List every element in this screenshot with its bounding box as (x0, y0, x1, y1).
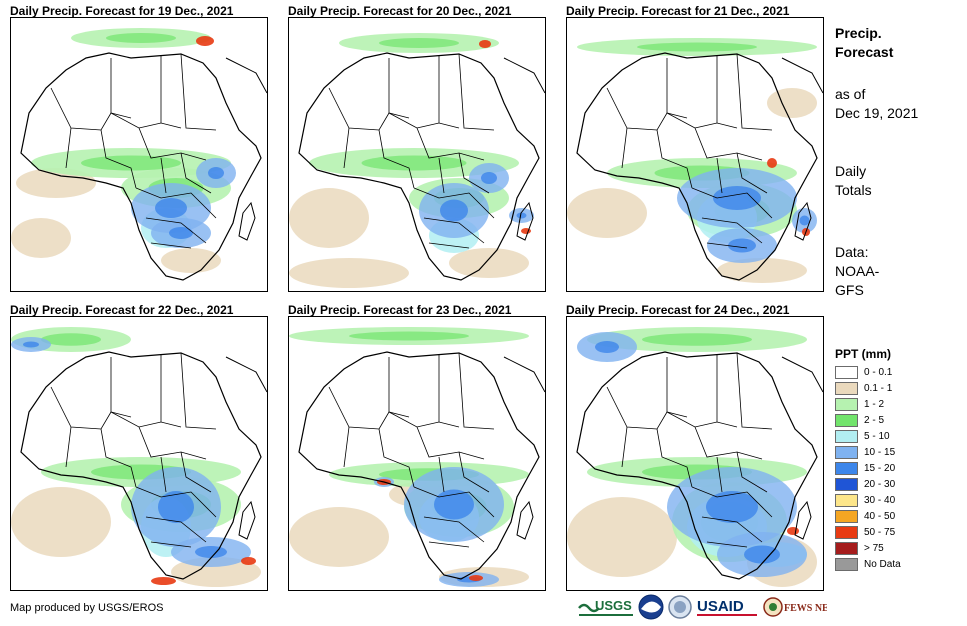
legend-item: 40 - 50 (835, 509, 955, 525)
legend-item: 0 - 0.1 (835, 365, 955, 381)
legend-swatch (835, 462, 858, 475)
legend-swatch (835, 382, 858, 395)
africa-outline (20, 52, 262, 281)
precip-map-svg (289, 327, 545, 587)
precip-map (288, 316, 546, 591)
forecast-title-line1: Precip. (835, 25, 882, 41)
legend-label: 40 - 50 (864, 511, 896, 522)
legend-swatch (835, 430, 858, 443)
legend-label: 0.1 - 1 (864, 383, 893, 394)
precip-map (10, 17, 268, 292)
legend-label: 10 - 15 (864, 447, 896, 458)
map-panel-22-dec: Daily Precip. Forecast for 22 Dec., 2021 (10, 303, 268, 593)
panel-title: Daily Precip. Forecast for 19 Dec., 2021 (10, 4, 234, 18)
map-panel-19-dec: Daily Precip. Forecast for 19 Dec., 2021 (10, 4, 268, 294)
legend-item: 10 - 15 (835, 445, 955, 461)
panel-title: Daily Precip. Forecast for 22 Dec., 2021 (10, 303, 234, 317)
as-of-label: as of (835, 86, 866, 102)
legend-label: 50 - 75 (864, 527, 896, 538)
legend-label: 0 - 0.1 (864, 367, 893, 378)
legend-label: 2 - 5 (864, 415, 885, 426)
legend-item: 0.1 - 1 (835, 381, 955, 397)
totals-line2: Totals (835, 182, 872, 198)
fewsnet-logo-text: FEWS NET (784, 603, 827, 614)
precip-map-svg (11, 28, 267, 281)
source-line1: Data: (835, 244, 869, 260)
precip-map (288, 17, 546, 292)
legend-label: 15 - 20 (864, 463, 896, 474)
africa-outline (20, 351, 262, 580)
map-panel-24-dec: Daily Precip. Forecast for 24 Dec., 2021 (566, 303, 824, 593)
panel-title: Daily Precip. Forecast for 24 Dec., 2021 (566, 303, 790, 317)
legend-item: 1 - 2 (835, 397, 955, 413)
panel-title: Daily Precip. Forecast for 21 Dec., 2021 (566, 4, 790, 18)
legend-swatch (835, 526, 858, 539)
totals-note: Daily Totals (835, 162, 872, 200)
precip-map-svg (11, 327, 267, 587)
legend-swatch (835, 414, 858, 427)
legend-label: 30 - 40 (864, 495, 896, 506)
forecast-title: Precip. Forecast (835, 24, 893, 62)
precip-map (566, 17, 824, 292)
precip-map-svg (567, 38, 823, 283)
legend-label: No Data (864, 559, 901, 570)
legend-swatch (835, 510, 858, 523)
legend-swatch (835, 558, 858, 571)
precip-legend: PPT (mm) 0 - 0.1 0.1 - 1 1 - 2 2 - 5 5 - 10 1… (835, 347, 955, 573)
legend-label: > 75 (864, 543, 884, 554)
noaa-logo-icon (638, 594, 664, 620)
usgs-logo: USGS (577, 594, 635, 620)
legend-item: 15 - 20 (835, 461, 955, 477)
panel-title: Daily Precip. Forecast for 20 Dec., 2021 (288, 4, 512, 18)
usaid-logo-text: USAID (697, 598, 744, 615)
legend-label: 20 - 30 (864, 479, 896, 490)
legend-item: > 75 (835, 541, 955, 557)
precip-map (566, 316, 824, 591)
precip-map-svg (567, 327, 823, 587)
legend-title: PPT (mm) (835, 347, 892, 361)
legend-swatch (835, 478, 858, 491)
africa-outline (298, 351, 540, 580)
legend-rows: 0 - 0.1 0.1 - 1 1 - 2 2 - 5 5 - 10 10 - 15 15 … (835, 365, 955, 573)
usaid-logo: USAID (695, 594, 761, 620)
legend-item: 30 - 40 (835, 493, 955, 509)
precip-map-svg (289, 33, 545, 288)
map-panel-20-dec: Daily Precip. Forecast for 20 Dec., 2021 (288, 4, 546, 294)
africa-outline (298, 52, 540, 281)
legend-label: 5 - 10 (864, 431, 890, 442)
fewsnet-logo: FEWS NET (763, 594, 836, 620)
forecast-title-line2: Forecast (835, 44, 894, 60)
legend-item: 2 - 5 (835, 413, 955, 429)
as-of-date: as of Dec 19, 2021 (835, 85, 918, 123)
legend-swatch (835, 366, 858, 379)
legend-swatch (835, 446, 858, 459)
africa-outline (576, 52, 818, 281)
map-panel-23-dec: Daily Precip. Forecast for 23 Dec., 2021 (288, 303, 546, 593)
precip-map (10, 316, 268, 591)
map-panel-21-dec: Daily Precip. Forecast for 21 Dec., 2021 (566, 4, 824, 294)
legend-item: No Data (835, 557, 955, 573)
legend-item: 5 - 10 (835, 429, 955, 445)
as-of-value: Dec 19, 2021 (835, 105, 919, 121)
map-credit: Map produced by USGS/EROS (10, 602, 164, 614)
legend-item: 50 - 75 (835, 525, 955, 541)
agency-logos: USGS USAID FEWS NET (577, 594, 836, 622)
totals-line1: Daily (835, 163, 867, 179)
doi-seal-icon (668, 594, 692, 620)
africa-outline (576, 351, 818, 580)
legend-swatch (835, 398, 858, 411)
source-line2: NOAA- (835, 263, 880, 279)
panel-title: Daily Precip. Forecast for 23 Dec., 2021 (288, 303, 512, 317)
legend-item: 20 - 30 (835, 477, 955, 493)
source-line3: GFS (835, 282, 864, 298)
data-source: Data: NOAA- GFS (835, 243, 879, 300)
legend-label: 1 - 2 (864, 399, 885, 410)
legend-swatch (835, 542, 858, 555)
usgs-logo-text: USGS (595, 598, 632, 613)
legend-swatch (835, 494, 858, 507)
